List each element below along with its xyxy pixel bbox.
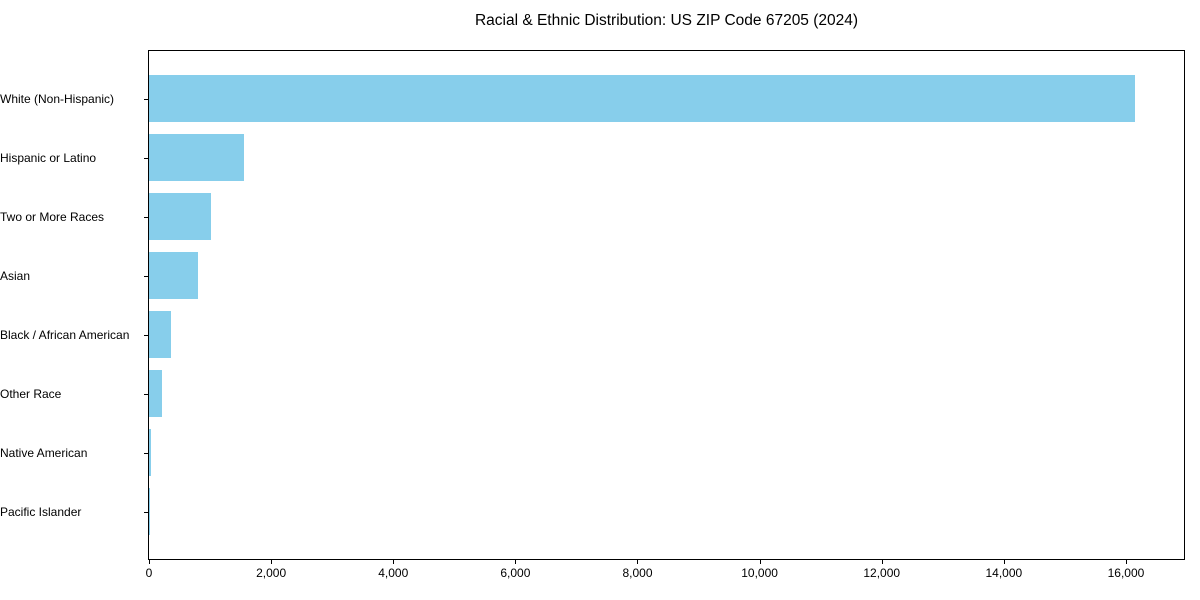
bar	[149, 488, 150, 535]
x-tick-label: 12,000	[863, 566, 901, 580]
x-tick-label: 2,000	[256, 566, 287, 580]
x-tick-mark	[759, 560, 761, 564]
x-tick-label: 16,000	[1107, 566, 1145, 580]
x-tick-label: 4,000	[378, 566, 409, 580]
x-tick-mark	[637, 560, 639, 564]
y-tick-label: Native American	[0, 445, 88, 460]
y-tick-label: Asian	[0, 268, 31, 283]
bars-layer	[149, 51, 1184, 559]
plot-area	[148, 50, 1185, 560]
bar	[149, 252, 198, 299]
x-tick-label: 10,000	[741, 566, 778, 580]
y-tick-label: Hispanic or Latino	[0, 150, 97, 165]
x-tick-mark	[1125, 560, 1127, 564]
bar	[149, 370, 162, 417]
y-tick-mark	[144, 216, 148, 218]
bar	[149, 429, 152, 476]
y-tick-mark	[144, 511, 148, 513]
y-tick-mark	[144, 275, 148, 277]
x-tick-mark	[271, 560, 273, 564]
x-tick-label: 8,000	[622, 566, 653, 580]
x-tick-mark	[515, 560, 517, 564]
x-tick-mark	[881, 560, 883, 564]
y-tick-mark	[144, 98, 148, 100]
y-tick-label: Pacific Islander	[0, 504, 82, 519]
y-tick-label: Black / African American	[0, 327, 130, 342]
y-tick-label: White (Non-Hispanic)	[0, 91, 115, 106]
y-tick-label: Two or More Races	[0, 209, 105, 224]
x-tick-label: 6,000	[500, 566, 531, 580]
bar	[149, 75, 1135, 122]
bar	[149, 134, 244, 181]
bar	[149, 311, 171, 358]
x-tick-label: 14,000	[985, 566, 1023, 580]
chart-title: Racial & Ethnic Distribution: US ZIP Cod…	[474, 12, 859, 29]
y-tick-mark	[144, 334, 148, 336]
y-tick-label: Other Race	[0, 386, 62, 401]
y-tick-mark	[144, 452, 148, 454]
x-tick-mark	[1003, 560, 1005, 564]
y-tick-mark	[144, 157, 148, 159]
y-tick-mark	[144, 393, 148, 395]
x-tick-mark	[393, 560, 395, 564]
x-tick-label: 0	[145, 566, 153, 580]
x-tick-mark	[149, 560, 150, 564]
bar	[149, 193, 211, 240]
